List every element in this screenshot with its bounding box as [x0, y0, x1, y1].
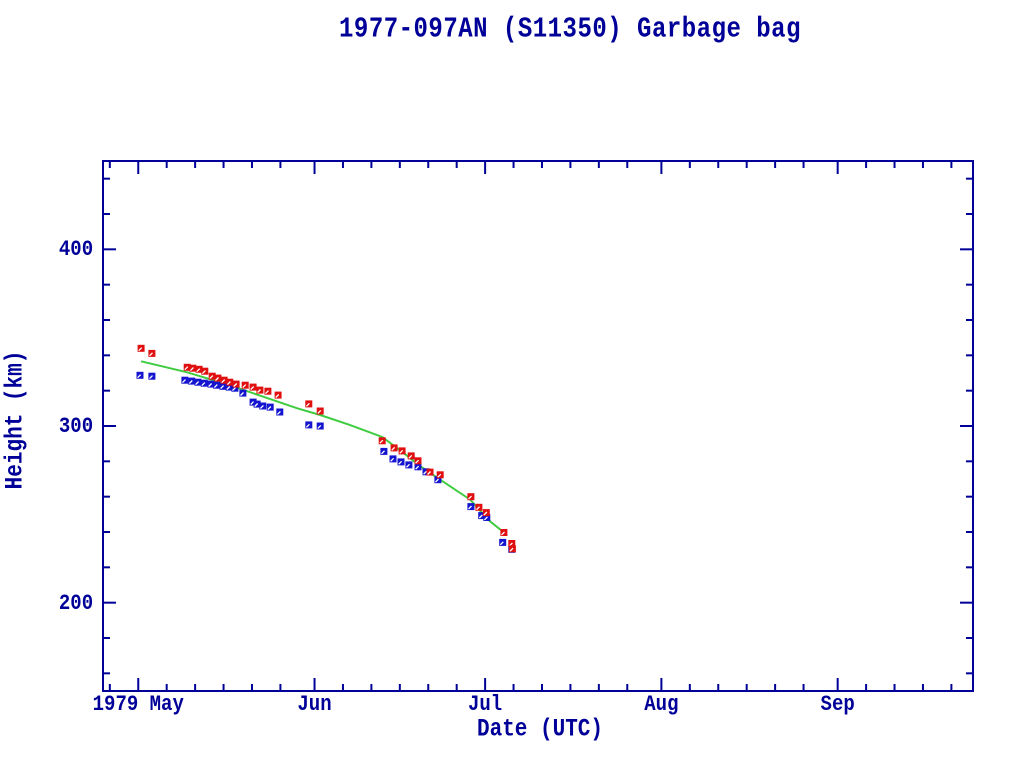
- marker-slash: [468, 505, 472, 510]
- marker-slash: [257, 389, 261, 393]
- marker-slash: [250, 386, 255, 390]
- marker-slash: [275, 394, 280, 398]
- marker-slash: [267, 406, 272, 410]
- marker-slash: [509, 547, 514, 552]
- marker-slash: [317, 424, 322, 429]
- x-axis-label: Date (UTC): [476, 716, 604, 744]
- y-tick-label: 300: [58, 413, 94, 439]
- plot-frame: [102, 160, 974, 692]
- marker-slash: [408, 454, 413, 459]
- marker-slash: [209, 375, 214, 380]
- marker-slash: [435, 478, 439, 483]
- marker-slash: [195, 381, 200, 386]
- marker-slash: [189, 367, 194, 372]
- marker-slash: [398, 460, 403, 465]
- marker-slash: [221, 379, 226, 384]
- marker-slash: [232, 387, 236, 392]
- marker-slash: [220, 385, 225, 390]
- marker-slash: [233, 383, 238, 387]
- y-tick-label: 200: [58, 589, 94, 616]
- marker-slash: [406, 463, 410, 468]
- marker-slash: [240, 392, 244, 396]
- marker-slash: [423, 470, 428, 475]
- marker-slash: [483, 516, 488, 521]
- marker-slash: [305, 402, 310, 407]
- marker-slash: [188, 380, 193, 384]
- marker-slash: [196, 368, 201, 373]
- marker-slash: [250, 401, 255, 405]
- marker-slash: [201, 382, 206, 387]
- marker-slash: [226, 386, 231, 390]
- marker-slash: [468, 495, 472, 500]
- marker-slash: [201, 370, 206, 375]
- marker-slash: [483, 511, 488, 516]
- marker-slash: [265, 390, 269, 395]
- marker-slash: [138, 347, 143, 352]
- marker-slash: [259, 404, 264, 409]
- marker-slash: [499, 541, 504, 546]
- marker-slash: [415, 459, 420, 464]
- marker-slash: [149, 375, 153, 380]
- marker-slash: [213, 384, 218, 389]
- marker-slash: [478, 514, 483, 519]
- marker-slash: [427, 471, 432, 475]
- marker-slash: [305, 423, 310, 428]
- marker-slash: [226, 381, 231, 386]
- x-tick-label: Aug: [644, 691, 679, 717]
- marker-slash: [208, 383, 213, 387]
- marker-slash: [390, 457, 395, 462]
- green-line: [140, 360, 505, 534]
- x-tick-label: 1979 May: [92, 691, 184, 717]
- x-tick-label: Jul: [468, 691, 503, 717]
- marker-slash: [317, 409, 322, 414]
- marker-slash: [381, 450, 385, 455]
- x-tick-label: Jun: [297, 691, 332, 717]
- marker-slash: [399, 449, 404, 454]
- marker-slash: [415, 465, 420, 470]
- marker-slash: [501, 531, 505, 536]
- x-tick-label: Sep: [820, 691, 855, 717]
- marker-slash: [254, 403, 259, 407]
- marker-slash: [437, 473, 442, 478]
- marker-slash: [242, 384, 247, 389]
- marker-slash: [184, 366, 189, 371]
- marker-slash: [215, 377, 219, 381]
- marker-slash: [137, 374, 142, 379]
- marker-slash: [476, 506, 480, 511]
- marker-slash: [149, 352, 153, 357]
- marker-slash: [276, 410, 281, 415]
- marker-slash: [379, 439, 384, 444]
- y-tick-label: 400: [58, 236, 94, 263]
- chart-title: 1977-097AN (S11350) Garbage bag: [339, 14, 801, 46]
- marker-slash: [182, 379, 186, 384]
- marker-slash: [391, 446, 396, 451]
